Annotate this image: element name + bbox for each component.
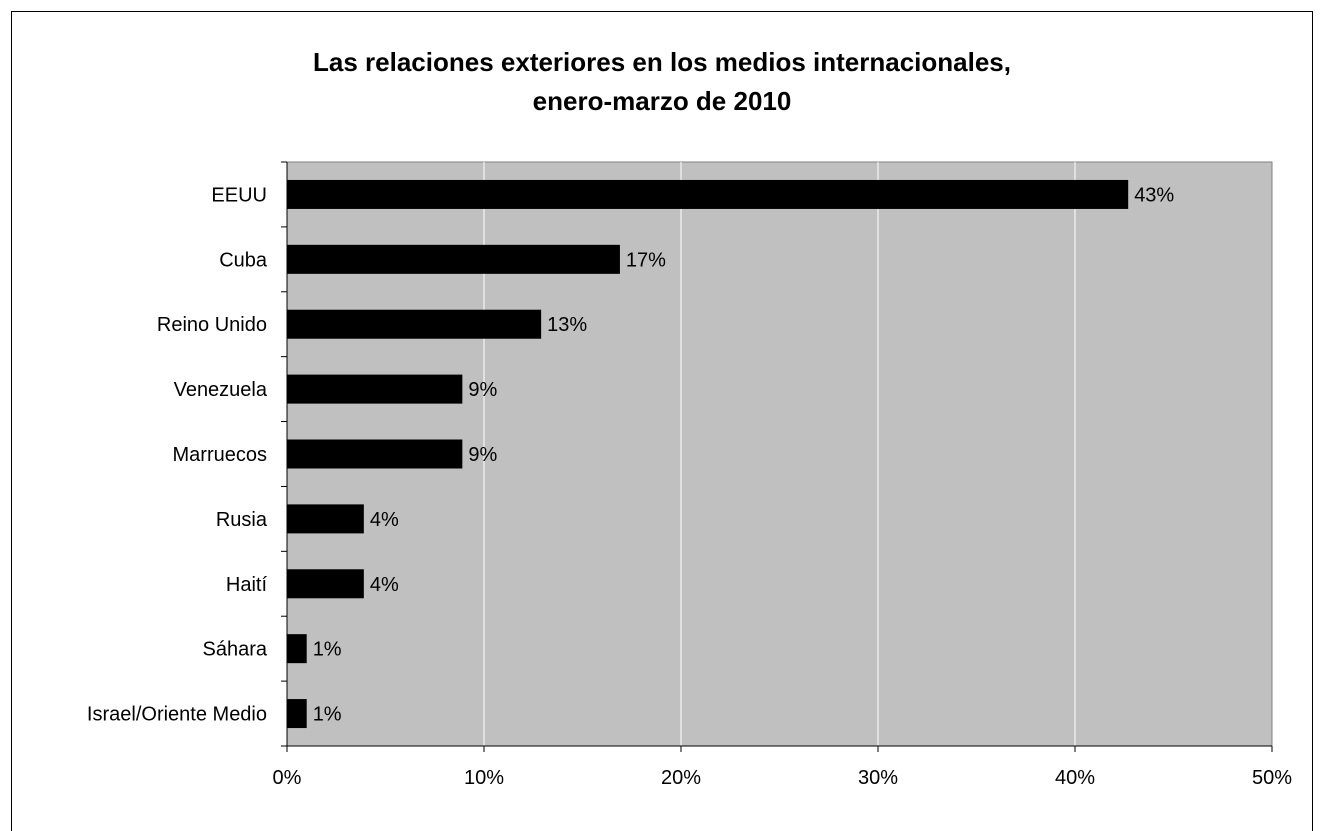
category-label: Israel/Oriente Medio — [87, 704, 267, 726]
bar-2 — [287, 309, 542, 339]
data-label: 4% — [370, 509, 399, 531]
data-label: 13% — [547, 314, 587, 336]
category-label: Marruecos — [173, 444, 267, 466]
x-tick-label: 0% — [273, 767, 302, 789]
data-label: 9% — [468, 379, 497, 401]
x-tick-label: 40% — [1055, 767, 1095, 789]
data-label: 4% — [370, 574, 399, 596]
category-label: Cuba — [219, 249, 268, 271]
category-label: EEUU — [211, 184, 267, 206]
bar-6 — [287, 569, 364, 599]
x-tick-label: 20% — [661, 767, 701, 789]
chart-title: Las relaciones exteriores en los medios … — [313, 47, 1011, 77]
x-tick-label: 30% — [858, 767, 898, 789]
x-tick-label: 10% — [464, 767, 504, 789]
bar-0 — [287, 179, 1129, 209]
category-label: Rusia — [216, 509, 268, 531]
bar-5 — [287, 504, 364, 534]
bar-4 — [287, 439, 463, 469]
data-label: 1% — [313, 639, 342, 661]
data-label: 43% — [1134, 184, 1174, 206]
category-label: Haití — [226, 574, 268, 596]
chart-subtitle: enero-marzo de 2010 — [532, 86, 792, 116]
bar-3 — [287, 374, 463, 404]
x-tick-label: 50% — [1252, 767, 1292, 789]
category-label: Sáhara — [203, 639, 268, 661]
data-label: 9% — [468, 444, 497, 466]
data-label: 17% — [626, 249, 666, 271]
data-label: 1% — [313, 704, 342, 726]
bar-8 — [287, 699, 307, 729]
bar-1 — [287, 244, 620, 274]
bar-7 — [287, 634, 307, 664]
category-label: Reino Unido — [157, 314, 267, 336]
category-label: Venezuela — [174, 379, 268, 401]
